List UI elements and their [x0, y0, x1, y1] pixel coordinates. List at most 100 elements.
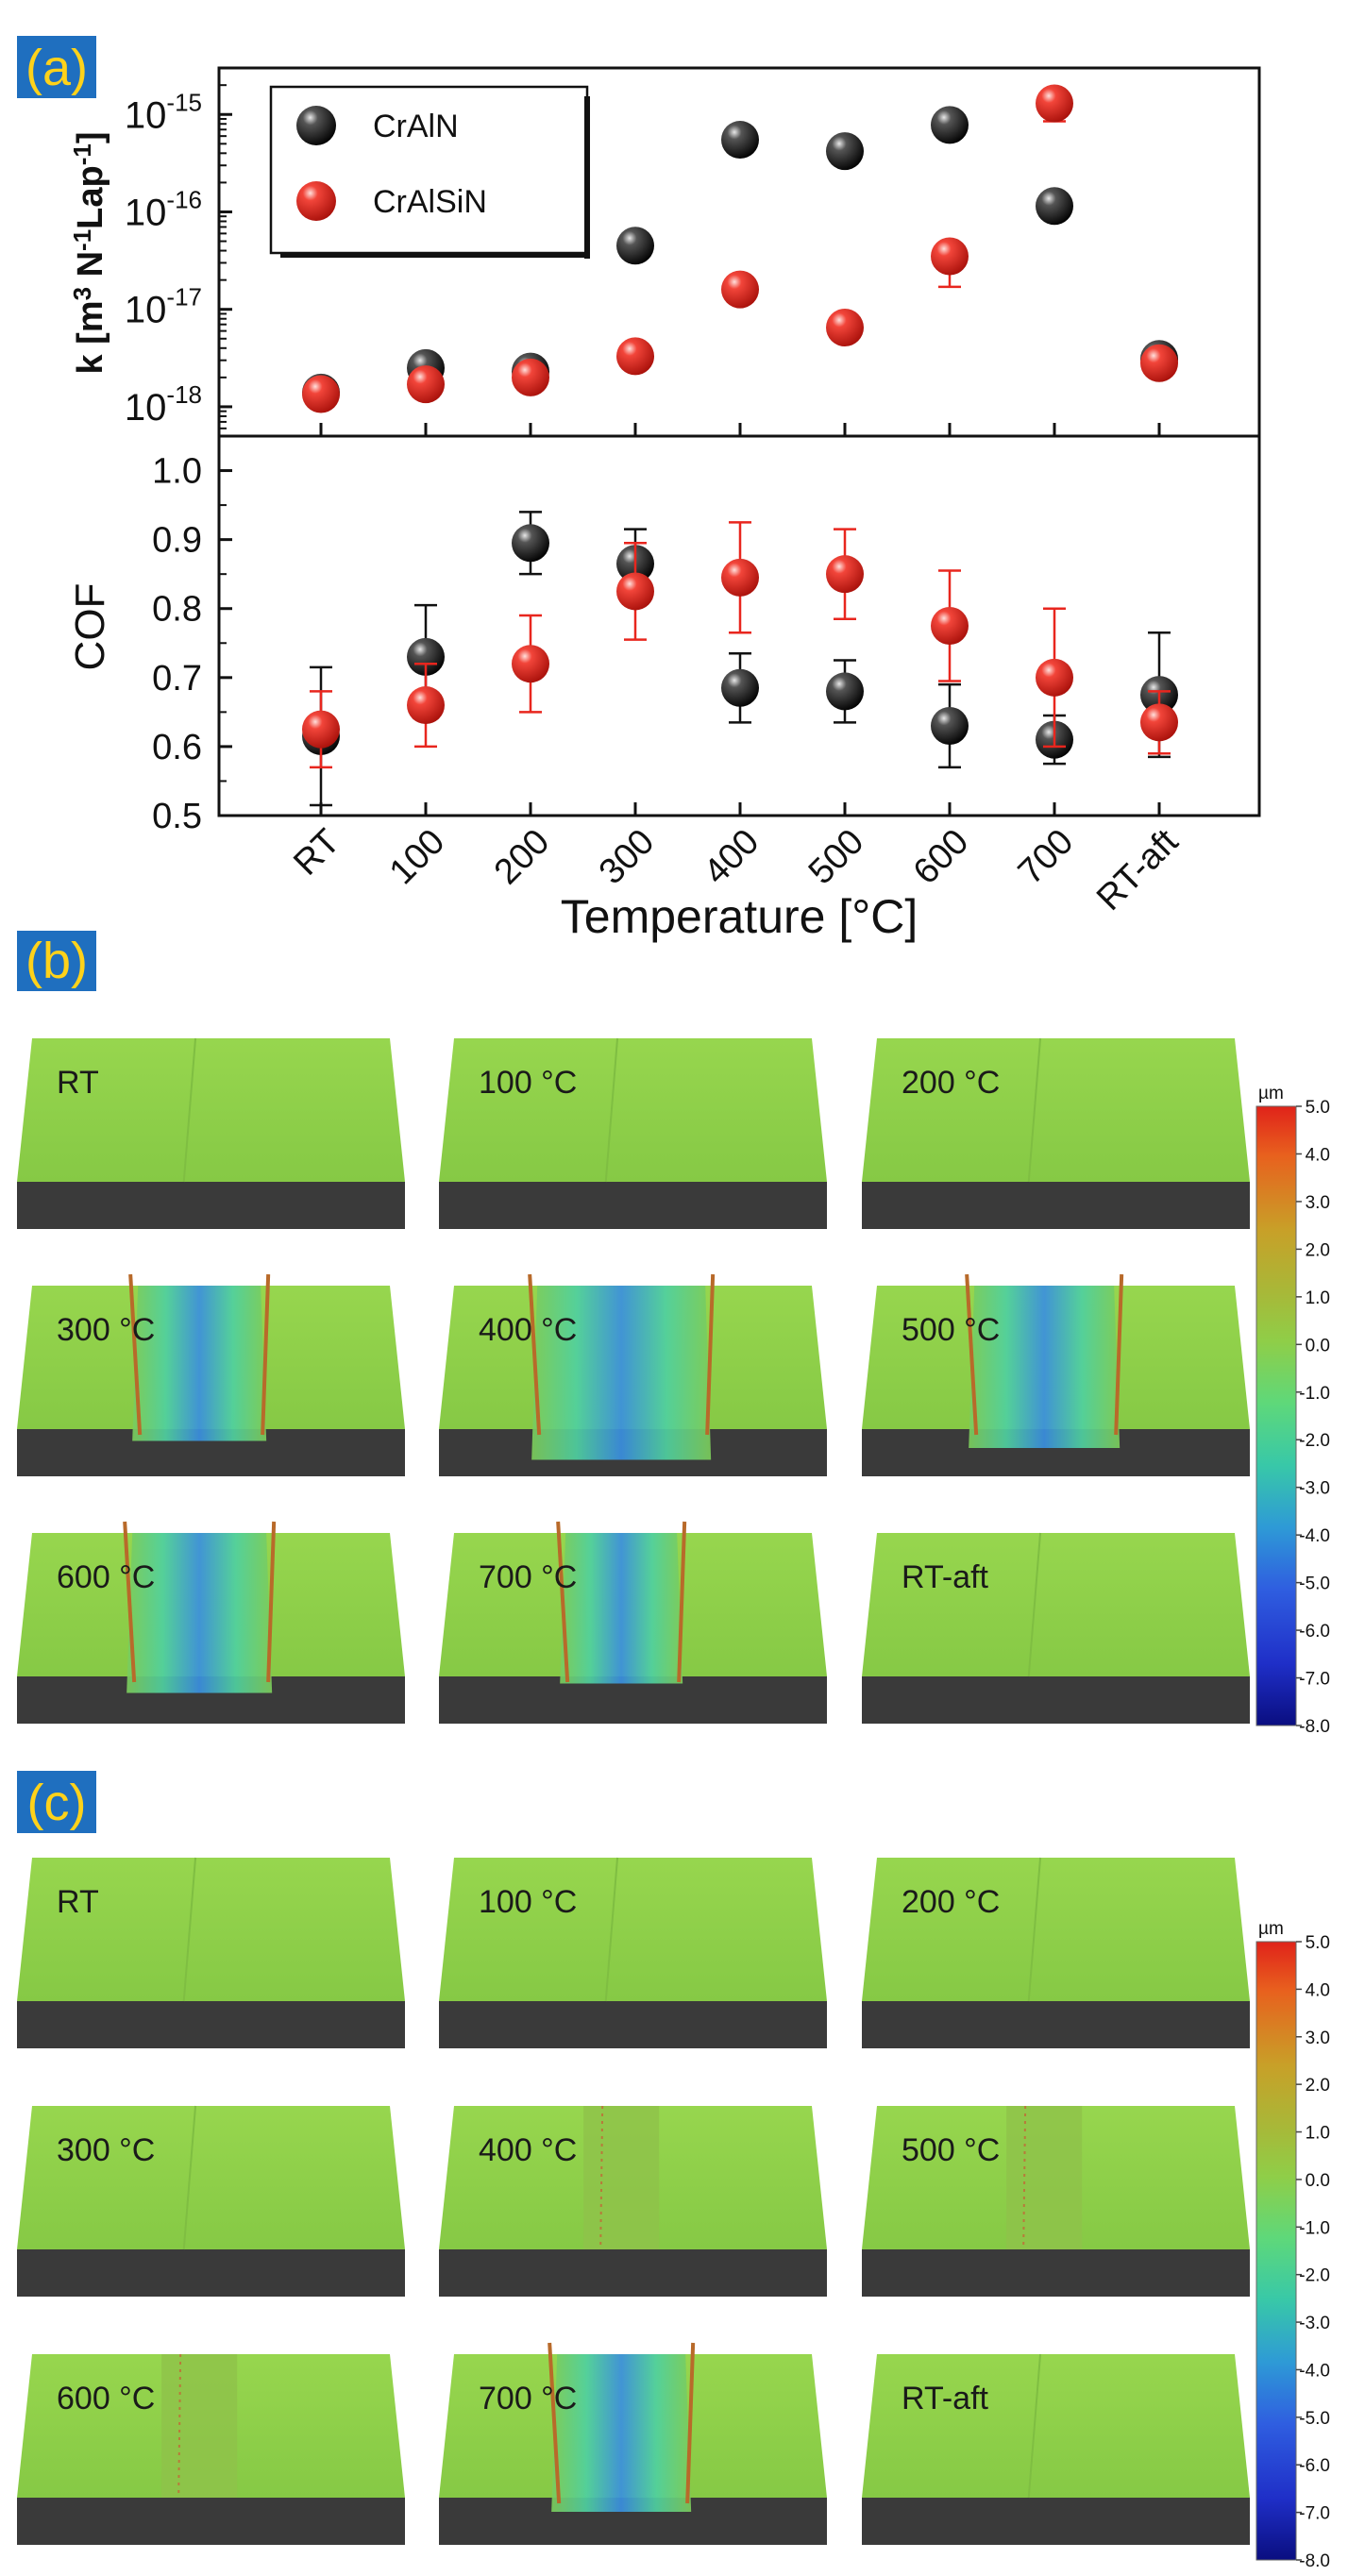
cof-data-marks	[302, 511, 1178, 807]
k-tick-exp: -17	[166, 283, 202, 311]
cof-point-cralN	[826, 672, 864, 711]
k-tick-base: 10	[125, 290, 167, 331]
surface-tile: 200 °C	[862, 1857, 1250, 2048]
x-tick-label: RT-aft	[1089, 821, 1187, 918]
surface-tile: RT	[17, 1037, 405, 1229]
tile-base	[439, 1676, 827, 1724]
surface-tile: RT	[17, 1857, 405, 2048]
k-point-cralsin	[302, 375, 340, 413]
legend: CrAlN CrAlSiN	[269, 85, 590, 259]
cof-point-cralsin	[1140, 703, 1178, 742]
cof-tick-label: 0.9	[152, 521, 202, 561]
profilometry-panel-b: RT 100 °C 200 °C 300 °C 400 °C 500 °C 600 °C 70…	[17, 1037, 1250, 1724]
colorbar-tick-label: 0.0	[1306, 1336, 1330, 1355]
tile-label: 100 °C	[479, 1884, 577, 1920]
colorbar-tick-label: 1.0	[1306, 1288, 1330, 1308]
k-tick-base: 10	[125, 94, 167, 136]
tile-base	[862, 2249, 1250, 2297]
legend-label-cralsin: CrAlSiN	[373, 184, 487, 220]
cof-tick-label: 0.5	[152, 797, 202, 836]
panel-label-b-text: (b)	[25, 933, 88, 989]
tile-surface	[439, 1858, 827, 2001]
x-tick-label: 400	[697, 822, 767, 893]
tile-base	[439, 1182, 827, 1229]
tile-label: 700 °C	[479, 2381, 577, 2416]
x-tick-label: RT	[286, 822, 347, 884]
k-point-cralsin	[826, 309, 864, 347]
y-axis-label-cof: COF	[67, 583, 113, 671]
cof-point-cralN	[407, 637, 445, 676]
wear-ridge	[548, 2342, 562, 2504]
surface-tile: 300 °C	[17, 1273, 405, 1476]
cof-point-cralsin	[616, 572, 654, 611]
cof-tick-label: 0.8	[152, 590, 202, 630]
k-tick-base: 10	[125, 192, 167, 233]
k-point-cralsin	[616, 337, 654, 376]
tile-base	[439, 2001, 827, 2048]
tile-label: 300 °C	[57, 1312, 155, 1348]
colorbar-tick-label: 2.0	[1306, 1240, 1330, 1260]
k-tick-exp: -18	[166, 380, 202, 409]
panel-label-a: (a)	[17, 36, 96, 98]
cof-point-cralsin	[826, 555, 864, 594]
faint-track	[182, 2105, 197, 2250]
cof-point-cralsin	[512, 645, 549, 683]
tile-label: 600 °C	[57, 2381, 155, 2416]
cof-axis: 0.5 0.6 0.7 0.8 0.9 1.0	[152, 452, 232, 836]
wear-track	[126, 1533, 273, 1693]
k-point-cralsin	[1036, 84, 1073, 123]
surface-tile: 700 °C	[439, 1521, 827, 1724]
wear-ridge	[599, 2105, 604, 2250]
cof-tick-label: 1.0	[152, 452, 202, 492]
tile-label: RT	[57, 1065, 99, 1101]
tile-base	[862, 2001, 1250, 2048]
tile-label: 200 °C	[902, 1884, 1000, 1920]
surface-tile: 600 °C	[17, 1521, 405, 1724]
surface-tile: 500 °C	[862, 1273, 1250, 1476]
tile-surface	[862, 2354, 1250, 2498]
tile-surface	[17, 2106, 405, 2249]
k-point-cralN	[721, 121, 759, 160]
cof-point-cralsin	[407, 686, 445, 725]
colorbar-tick-label: 3.0	[1306, 2029, 1330, 2048]
faint-track	[1027, 1037, 1042, 1183]
colorbar-tick-label: -2.0	[1299, 1431, 1330, 1451]
wear-ridge	[685, 2342, 696, 2504]
tile-base	[439, 2249, 827, 2297]
k-point-cralN	[826, 132, 864, 171]
colorbar-tick-label: -7.0	[1299, 1670, 1330, 1690]
tile-label: RT	[57, 1884, 99, 1920]
tile-surface	[862, 1858, 1250, 2001]
surface-tile: 200 °C	[862, 1037, 1250, 1229]
colorbar-tick-label: 2.0	[1306, 2076, 1330, 2096]
colorbar-gradient	[1255, 1105, 1297, 1726]
faint-track	[1027, 1532, 1042, 1677]
colorbar-tick-label: -5.0	[1299, 1574, 1330, 1594]
tile-base	[862, 1676, 1250, 1724]
panel-label-c: (c)	[17, 1771, 96, 1833]
cof-point-cralsin	[931, 607, 969, 645]
colorbar-tick-label: -6.0	[1299, 1622, 1330, 1642]
wear-track	[583, 2106, 660, 2249]
wear-ridge	[128, 1273, 143, 1436]
tile-surface	[17, 1858, 405, 2001]
cof-point-cralsin	[721, 558, 759, 597]
tile-base	[17, 2001, 405, 2048]
wear-track	[969, 1286, 1121, 1448]
tile-label: 500 °C	[902, 2132, 1000, 2168]
colorbar-tick-label: 0.0	[1306, 2171, 1330, 2191]
tile-surface	[17, 1038, 405, 1182]
wear-track	[1006, 2106, 1083, 2249]
k-tick-label: 10-18	[125, 380, 202, 429]
x-tick-label: 200	[487, 822, 558, 893]
colorbar-tick-label: -3.0	[1299, 1479, 1330, 1499]
wear-ridge	[1114, 1273, 1124, 1436]
wear-ridge	[528, 1273, 542, 1436]
colorbar-tick-label: 3.0	[1306, 1193, 1330, 1213]
tile-label: 500 °C	[902, 1312, 1000, 1348]
k-point-cralN	[616, 227, 654, 265]
x-axis-label: Temperature [°C]	[561, 890, 918, 943]
tile-label: 200 °C	[902, 1065, 1000, 1101]
k-tick-label: 10-15	[125, 88, 202, 136]
